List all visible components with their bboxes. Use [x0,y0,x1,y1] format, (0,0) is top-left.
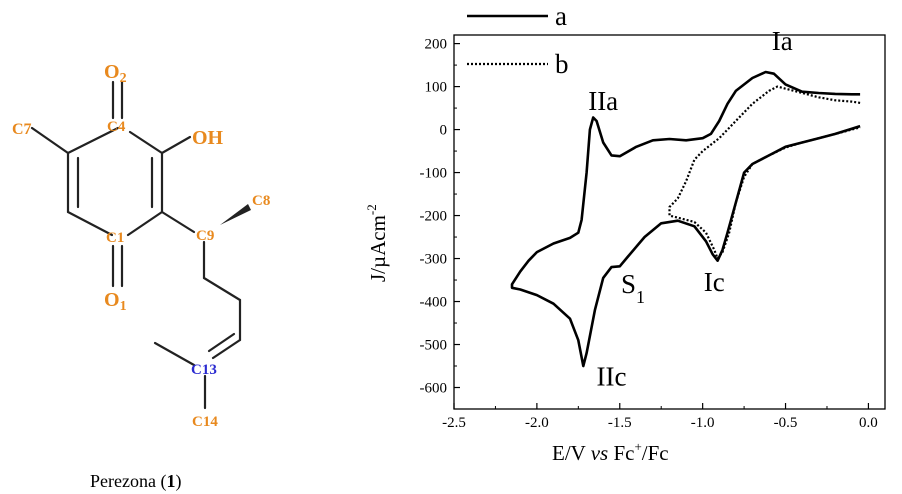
atom-c8: C8 [252,193,270,209]
atom-oh: OH [192,127,224,149]
series-line-a [510,70,861,368]
y-axis-ticks: 200 100 0 -100 -200 -300 -400 -500 -600 [420,37,460,397]
x-tick-label: -1.0 [691,415,715,431]
x-tick-label: -2.0 [525,415,549,431]
bond-c3-c4 [128,130,164,155]
bond-c10-c11 [202,276,242,302]
x-axis-ticks: -2.5 -2.0 -1.5 -1.0 -0.5 0.0 [442,403,878,431]
annotation-label: IIa [588,86,618,116]
y-tick-label: 0 [440,123,448,139]
annotation-layer: IIa Ia S1 Ic IIc [588,26,793,391]
bond-c1-c2 [126,210,164,237]
annotation-label: Ia [772,26,793,56]
legend-label-b: b [555,49,569,79]
x-tick-label: -2.5 [442,415,466,431]
atom-c13: C13 [191,362,217,378]
y-axis-label: J/µAcm-2 [364,204,390,282]
plot-frame [453,34,886,410]
legend: a b [467,1,569,79]
cyclic-voltammogram-chart: -2.5 -2.0 -1.5 -1.0 -0.5 0.0 200 100 0 -100 -200 -… [364,1,886,465]
bond-c12-c13 [211,338,242,360]
bond-c3-oh [160,135,192,155]
bond-c13-methyl [153,341,196,367]
legend-label-a: a [555,1,567,31]
wedge-c9-c8 [220,204,251,225]
y-tick-label: -500 [420,338,448,354]
y-tick-label: -100 [420,166,448,182]
molecule-caption: Perezona (1) [90,471,181,492]
perezone-structure: O2 C4 C7 OH C8 C1 C9 O1 C13 C14 Perezona… [12,61,270,492]
y-tick-label: 200 [425,37,448,53]
y-tick-label: -300 [420,252,448,268]
bond-c2-c9 [160,210,196,234]
atom-c4: C4 [107,119,126,135]
atom-c9: C9 [196,228,214,244]
atom-o2: O2 [104,61,127,86]
x-axis-label: E/V vs Fc+/Fc [552,439,669,465]
series-line-b [668,85,861,260]
x-tick-label: 0.0 [859,415,878,431]
annotation-label: Ic [704,267,725,297]
atom-c7: C7 [12,121,32,138]
bond-c4-c5 [66,126,120,155]
x-tick-label: -1.5 [608,415,632,431]
annotation-label: S1 [621,269,645,307]
y-tick-label: -200 [420,209,448,225]
y-tick-label: -400 [420,295,448,311]
bond-c12-c13-double [207,332,236,353]
bond-c5-c7 [30,126,70,155]
atom-c1: C1 [106,230,124,246]
bond-c6-c1 [66,210,114,237]
atom-o1: O1 [104,289,127,314]
y-tick-label: -600 [420,381,448,397]
atom-c14: C14 [192,414,218,430]
x-tick-label: -0.5 [774,415,798,431]
annotation-label: IIc [596,361,626,391]
series-layer [510,70,861,368]
y-tick-label: 100 [425,80,448,96]
